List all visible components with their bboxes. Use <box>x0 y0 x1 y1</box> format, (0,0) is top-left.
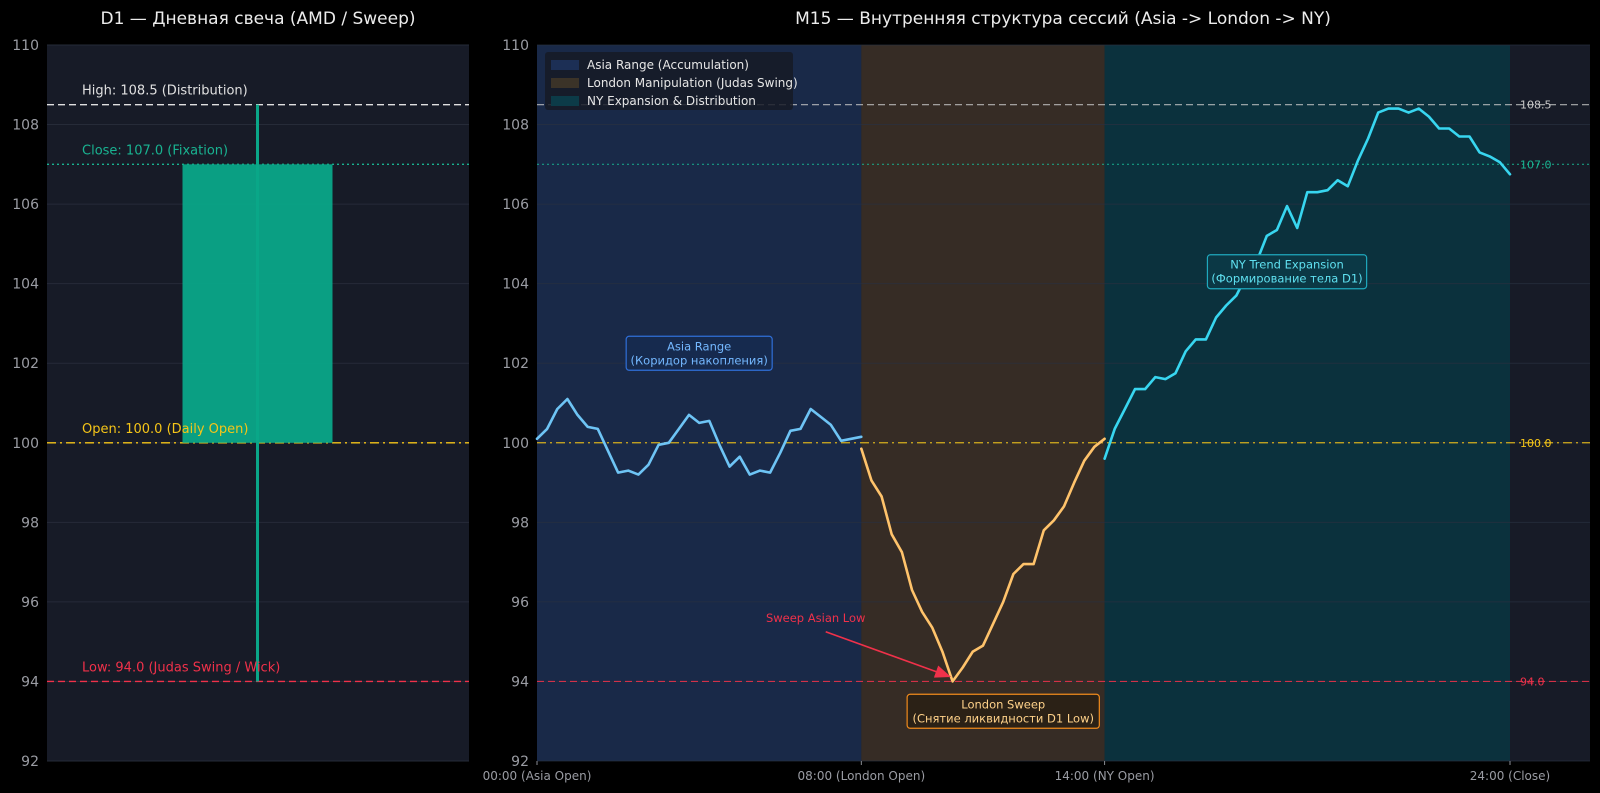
m15-y-tick-label: 94 <box>511 674 529 690</box>
annotation-box-text: (Снятие ликвидности D1 Low) <box>912 711 1094 725</box>
m15-level-label: 100.0 <box>1520 437 1552 450</box>
m15-y-tick-label: 106 <box>502 197 529 213</box>
d1-y-tick-label: 94 <box>21 674 39 690</box>
m15-annotations: Asia Range(Коридор накопления) London Swe… <box>625 254 1368 729</box>
sweep-annotation-text: Sweep Asian Low <box>766 611 866 625</box>
m15-levels: 108.5 107.0 100.0 94.0 <box>537 99 1590 688</box>
d1-y-tick-label: 102 <box>12 356 39 372</box>
m15-grid <box>537 44 1590 762</box>
m15-y-tick-label: 96 <box>511 595 529 611</box>
d1-y-axis: 92 94 96 98 100 102 104 106 108 110 <box>12 38 39 770</box>
d1-level-label: High: 108.5 (Distribution) <box>82 84 248 99</box>
legend-frame <box>545 52 793 110</box>
annotation-box <box>906 693 1100 729</box>
m15-x-tick-label: 00:00 (Asia Open) <box>483 769 592 783</box>
legend-label: London Manipulation (Judas Swing) <box>587 76 798 90</box>
d1-y-tick-label: 108 <box>12 118 39 134</box>
m15-y-tick-label: 108 <box>502 118 529 134</box>
m15-session-bands <box>537 45 1510 761</box>
d1-candle-body <box>182 164 333 443</box>
m15-y-tick-label: 104 <box>502 277 529 293</box>
d1-y-tick-label: 106 <box>12 197 39 213</box>
m15-price-series <box>535 107 1512 683</box>
m15-x-axis: 00:00 (Asia Open) 08:00 (London Open) 14:0… <box>483 761 1550 783</box>
m15-level-label: 107.0 <box>1520 158 1552 171</box>
session-band <box>537 45 862 761</box>
annotation-box-text: (Коридор накопления) <box>631 353 768 367</box>
legend-swatch <box>551 60 579 70</box>
m15-y-axis: 92 94 96 98 100 102 104 106 108 110 <box>502 38 529 770</box>
m15-series-line <box>1103 107 1512 461</box>
d1-y-tick-label: 96 <box>21 595 39 611</box>
m15-chart-title: M15 — Внутренняя структура сессий (Asia … <box>795 9 1331 29</box>
d1-level-label: Close: 107.0 (Fixation) <box>82 143 228 158</box>
m15-x-tick-label: 24:00 (Close) <box>1470 769 1550 783</box>
d1-level-label: Open: 100.0 (Daily Open) <box>82 422 248 437</box>
d1-y-tick-label: 92 <box>21 754 39 770</box>
legend-label: Asia Range (Accumulation) <box>587 58 749 72</box>
annotation-box-text: (Формирование тела D1) <box>1211 272 1362 286</box>
d1-y-tick-label: 110 <box>12 38 39 54</box>
d1-y-tick-label: 104 <box>12 277 39 293</box>
session-band <box>1104 45 1510 761</box>
m15-series-line <box>859 437 1106 683</box>
d1-y-tick-label: 100 <box>12 436 39 452</box>
m15-y-tick-label: 98 <box>511 515 529 531</box>
m15-y-tick-label: 110 <box>502 38 529 54</box>
d1-level-label: Low: 94.0 (Judas Swing / Wick) <box>82 660 280 675</box>
m15-y-tick-label: 102 <box>502 356 529 372</box>
annotation-box-text: NY Trend Expansion <box>1230 258 1344 272</box>
d1-candle <box>182 104 333 682</box>
legend-swatch <box>551 96 579 106</box>
m15-x-tick-label: 08:00 (London Open) <box>798 769 926 783</box>
d1-chart-title: D1 — Дневная свеча (AMD / Sweep) <box>100 9 415 29</box>
d1-y-tick-label: 98 <box>21 515 39 531</box>
annotation-box-text: London Sweep <box>961 697 1045 711</box>
legend-swatch <box>551 78 579 88</box>
annotation-box-text: Asia Range <box>667 339 731 353</box>
d1-candle-panel: High: 108.5 (Distribution) Close: 107.0 (… <box>12 9 469 770</box>
m15-legend: Asia Range (Accumulation) London Manipula… <box>545 52 798 110</box>
legend-label: NY Expansion & Distribution <box>587 94 756 108</box>
m15-x-tick-label: 14:00 (NY Open) <box>1055 769 1155 783</box>
annotation-box <box>625 335 773 371</box>
annotation-box <box>1206 254 1368 290</box>
m15-session-panel: 108.5 107.0 100.0 94.0 Asia Range(Коридор н… <box>483 9 1590 783</box>
m15-series-line <box>535 397 863 476</box>
session-band <box>861 45 1105 761</box>
d1-level-labels: High: 108.5 (Distribution) Close: 107.0 (… <box>82 84 280 676</box>
m15-y-tick-label: 100 <box>502 436 529 452</box>
m15-level-label: 108.5 <box>1520 99 1552 112</box>
sweep-annotation-arrow <box>825 631 952 678</box>
m15-level-label: 94.0 <box>1520 675 1545 688</box>
m15-y-tick-label: 92 <box>511 754 529 770</box>
